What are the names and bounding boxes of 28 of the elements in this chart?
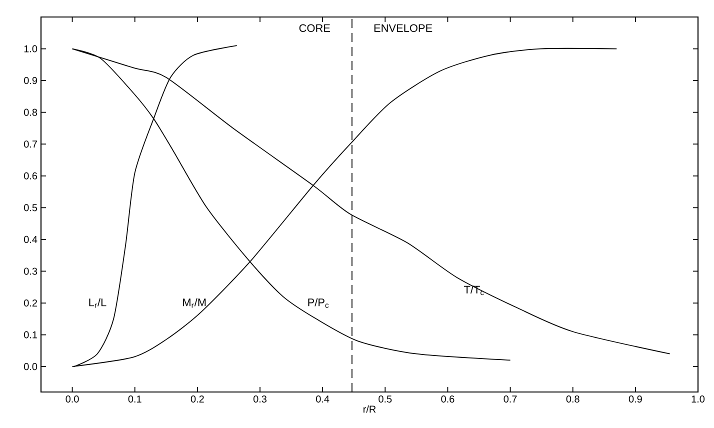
x-tick-label: 0.2 <box>190 396 204 403</box>
y-tick-label: 0.1 <box>24 331 38 338</box>
annotation: ENVELOPE <box>374 24 432 32</box>
x-tick-label: 0.9 <box>628 396 642 403</box>
x-tick-label: 0.1 <box>128 396 142 403</box>
y-tick-label: 0.6 <box>24 172 38 180</box>
x-tick-label: 0.3 <box>253 396 266 403</box>
x-tick-label: 0.0 <box>66 396 79 403</box>
x-tick-label: 0.5 <box>378 396 392 403</box>
y-tick-label: 0.5 <box>24 204 38 212</box>
x-axis-title: r/R <box>364 405 376 413</box>
y-tick-label: 0.4 <box>24 236 38 243</box>
annotation: CORE <box>299 24 330 32</box>
series-label: P/P$_{c}$ <box>308 298 329 308</box>
y-tick-label: 0.2 <box>24 299 37 307</box>
series-label: M$_{r}$/M <box>183 298 206 308</box>
series-label: L$_{r}$/L <box>89 298 106 308</box>
y-tick-label: 0.0 <box>24 363 38 370</box>
y-tick-label: 0.3 <box>24 268 38 275</box>
x-tick-label: 0.4 <box>316 396 330 403</box>
y-tick-label: 0.9 <box>24 77 38 84</box>
x-tick-label: 0.8 <box>566 396 580 403</box>
x-tick-label: 0.6 <box>441 396 454 403</box>
y-tick-label: 1.0 <box>24 45 38 52</box>
y-tick-label: 0.8 <box>24 108 38 116</box>
y-tick-label: 0.7 <box>24 140 37 148</box>
x-tick-label: 1.0 <box>692 396 705 403</box>
x-tick-label: 0.7 <box>504 396 517 403</box>
